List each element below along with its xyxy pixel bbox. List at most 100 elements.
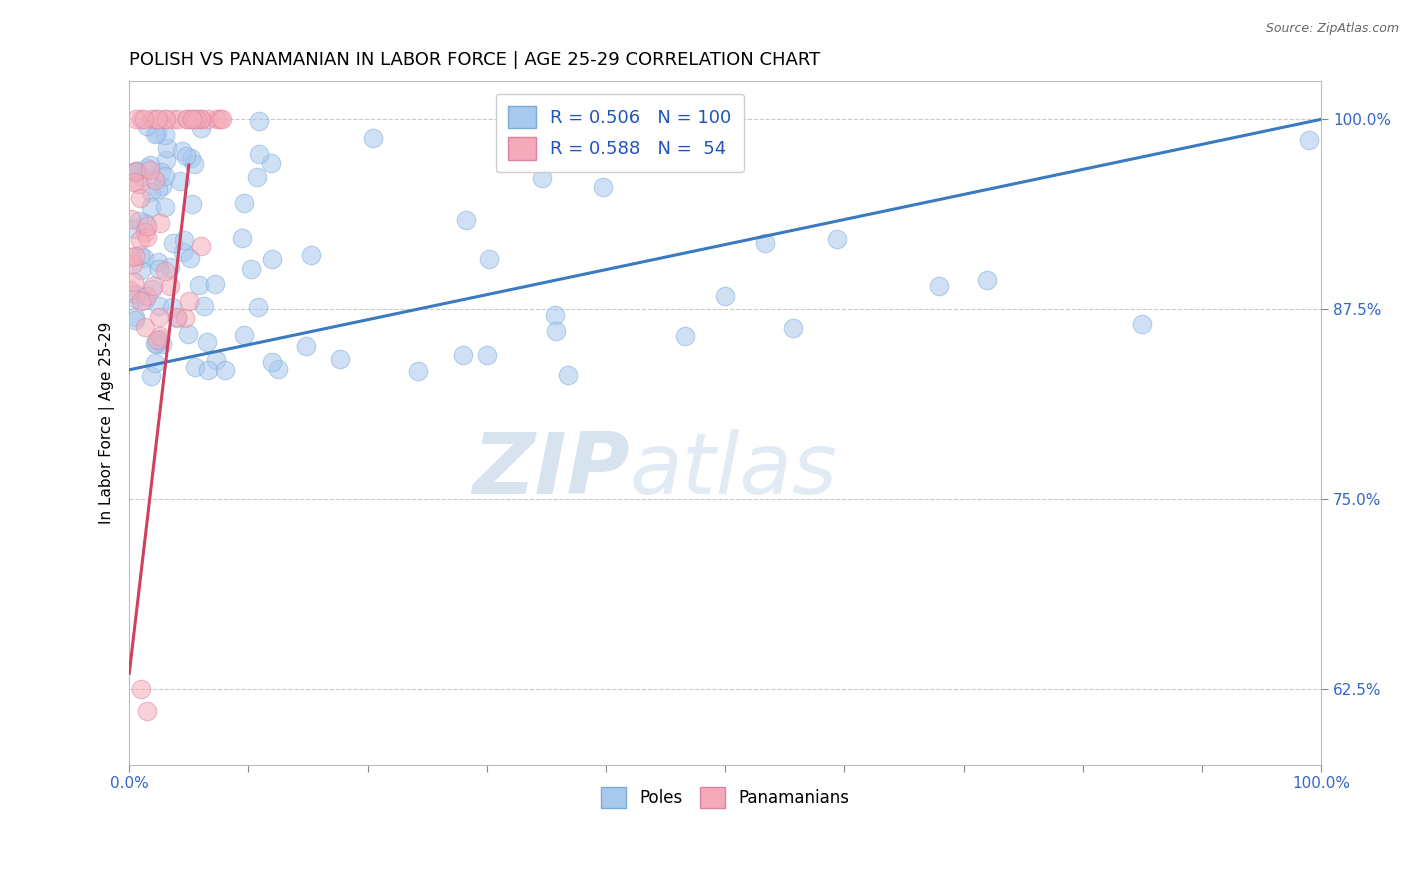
Point: [141, 112, 163, 127]
Point: [166, 310, 188, 325]
Point: [134, 293, 156, 307]
Point: [246, 300, 269, 314]
Point: [183, 112, 205, 127]
Point: [546, 324, 568, 338]
Point: [145, 127, 167, 141]
Point: [143, 173, 166, 187]
Point: [148, 261, 170, 276]
Point: [160, 300, 183, 314]
Point: [825, 232, 848, 246]
Point: [153, 264, 176, 278]
Point: [159, 260, 181, 274]
Point: [592, 180, 614, 194]
Point: [155, 153, 177, 168]
Point: [782, 320, 804, 334]
Point: [174, 149, 197, 163]
Point: [155, 112, 177, 127]
Point: [122, 257, 145, 271]
Point: [136, 705, 159, 719]
Point: [134, 216, 156, 230]
Point: [406, 364, 429, 378]
Point: [475, 348, 498, 362]
Point: [141, 368, 163, 383]
Point: [557, 368, 579, 382]
Point: [128, 233, 150, 247]
Point: [1132, 317, 1154, 331]
Point: [188, 278, 211, 293]
Text: atlas: atlas: [630, 429, 838, 512]
Point: [145, 128, 167, 142]
Point: [176, 112, 198, 127]
Point: [451, 348, 474, 362]
Point: [208, 112, 231, 127]
Point: [124, 164, 146, 178]
Point: [120, 250, 142, 264]
Point: [136, 219, 159, 233]
Point: [262, 252, 284, 266]
Point: [190, 121, 212, 136]
Point: [153, 128, 176, 142]
Point: [246, 170, 269, 185]
Point: [232, 327, 254, 342]
Point: [152, 336, 174, 351]
Point: [299, 248, 322, 262]
Point: [139, 158, 162, 172]
Point: [190, 112, 212, 127]
Point: [166, 310, 188, 324]
Point: [128, 213, 150, 227]
Point: [329, 351, 352, 366]
Point: [148, 299, 170, 313]
Point: [124, 312, 146, 326]
Point: [131, 169, 153, 184]
Point: [136, 230, 159, 244]
Point: [134, 112, 156, 127]
Point: [129, 263, 152, 277]
Point: [177, 294, 200, 309]
Point: [190, 238, 212, 252]
Point: [145, 112, 167, 127]
Point: [184, 359, 207, 374]
Point: [143, 336, 166, 351]
Point: [129, 112, 152, 127]
Point: [120, 283, 142, 297]
Point: [456, 213, 478, 227]
Point: [124, 175, 146, 189]
Point: [247, 146, 270, 161]
Point: [180, 152, 202, 166]
Point: [176, 112, 198, 127]
Point: [173, 233, 195, 247]
Point: [197, 362, 219, 376]
Point: [260, 156, 283, 170]
Point: [124, 286, 146, 301]
Point: [129, 681, 152, 696]
Point: [149, 216, 172, 230]
Point: [205, 352, 228, 367]
Point: [150, 178, 173, 193]
Point: [150, 165, 173, 179]
Point: [172, 245, 194, 260]
Point: [515, 145, 537, 160]
Point: [193, 299, 215, 313]
Point: [139, 163, 162, 178]
Point: [478, 252, 501, 266]
Point: [1298, 133, 1320, 147]
Point: [186, 112, 208, 127]
Point: [262, 355, 284, 369]
Point: [125, 163, 148, 178]
Point: [141, 282, 163, 296]
Point: [530, 171, 553, 186]
Point: [754, 235, 776, 250]
Point: [231, 230, 253, 244]
Point: [183, 156, 205, 170]
Point: [240, 262, 263, 277]
Point: [129, 191, 152, 205]
Point: [195, 334, 218, 349]
Point: [177, 326, 200, 341]
Point: [125, 164, 148, 178]
Point: [214, 363, 236, 377]
Point: [129, 294, 152, 309]
Point: [211, 112, 233, 127]
Point: [143, 356, 166, 370]
Point: [145, 337, 167, 351]
Point: [124, 291, 146, 305]
